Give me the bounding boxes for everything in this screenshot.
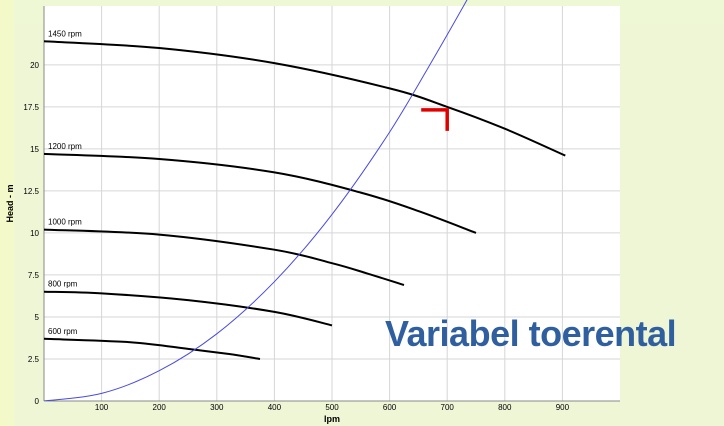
y-tick-label: 12.5 (23, 187, 39, 196)
curve-label: 1450 rpm (48, 29, 82, 38)
y-tick-label: 10 (30, 229, 39, 238)
operating-point-marker (421, 108, 449, 131)
slide-left-strip (0, 0, 14, 426)
pump-curve-line (44, 228, 405, 286)
x-tick-label: 300 (210, 403, 224, 412)
y-tick-label: 17.5 (23, 103, 39, 112)
x-tick-label: 900 (556, 403, 570, 412)
x-tick-label: 800 (498, 403, 512, 412)
system-curve-line (44, 0, 468, 401)
x-axis-title: lpm (324, 414, 340, 424)
curve-label: 800 rpm (48, 280, 78, 289)
curve-label: 600 rpm (48, 327, 78, 336)
x-tick-label: 500 (325, 403, 339, 412)
y-tick-label: 5 (35, 313, 40, 322)
pump-curve-line (44, 290, 333, 327)
curve-label: 1200 rpm (48, 142, 82, 151)
x-tick-label: 100 (95, 403, 109, 412)
x-tick-label: 600 (383, 403, 397, 412)
slide-overlay-title: Variabel toerental (385, 313, 677, 354)
pump-curve-line (44, 152, 477, 234)
y-axis-title: Head - m (5, 184, 15, 222)
y-tick-label: 7.5 (28, 271, 40, 280)
curve-label: 1000 rpm (48, 218, 82, 227)
pump-curve-line (44, 337, 261, 360)
y-tick-label: 2.5 (28, 355, 40, 364)
y-tick-label: 15 (30, 145, 39, 154)
x-tick-label: 200 (153, 403, 167, 412)
x-tick-label: 400 (268, 403, 282, 412)
x-tick-label: 700 (441, 403, 455, 412)
y-tick-label: 0 (35, 397, 40, 406)
pump-curve-line (44, 40, 566, 157)
y-tick-label: 20 (30, 61, 39, 70)
